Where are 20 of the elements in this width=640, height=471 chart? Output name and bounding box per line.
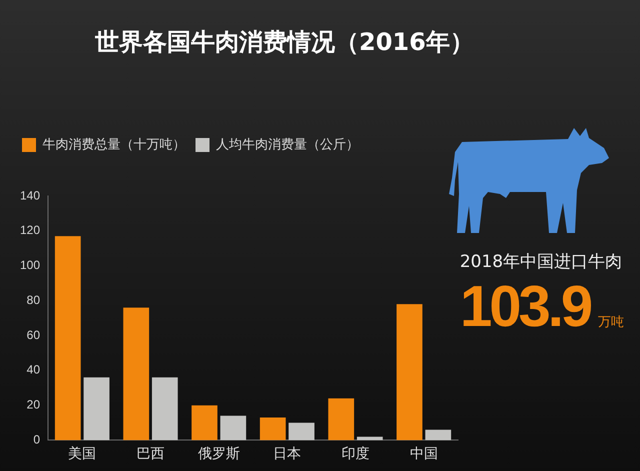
legend-label: 牛肉消费总量（十万吨） bbox=[42, 137, 186, 152]
x-tick-label: 日本 bbox=[273, 446, 302, 462]
y-tick-label: 20 bbox=[26, 398, 40, 412]
y-tick-label: 0 bbox=[33, 432, 40, 447]
x-tick-label: 俄罗斯 bbox=[198, 446, 240, 462]
chart-title: 世界各国牛肉消费情况（2016年） bbox=[95, 27, 474, 58]
y-tick-label: 40 bbox=[26, 362, 40, 377]
y-tick-label: 120 bbox=[20, 223, 40, 238]
text: 万吨 bbox=[598, 315, 624, 330]
x-tick-label: 美国 bbox=[68, 446, 96, 462]
x-tick-label: 巴西 bbox=[136, 446, 165, 462]
text: 103.9 bbox=[460, 274, 590, 339]
y-tick-label: 80 bbox=[26, 292, 40, 307]
legend-label: 人均牛肉消费量（公斤） bbox=[216, 137, 359, 152]
x-tick-label: 中国 bbox=[410, 446, 438, 462]
y-tick-label: 60 bbox=[26, 328, 40, 342]
x-tick-label: 印度 bbox=[342, 446, 370, 462]
y-tick-label: 100 bbox=[20, 258, 40, 272]
text: 2018年中国进口牛肉 bbox=[458, 251, 624, 273]
y-tick-label: 140 bbox=[20, 188, 40, 202]
